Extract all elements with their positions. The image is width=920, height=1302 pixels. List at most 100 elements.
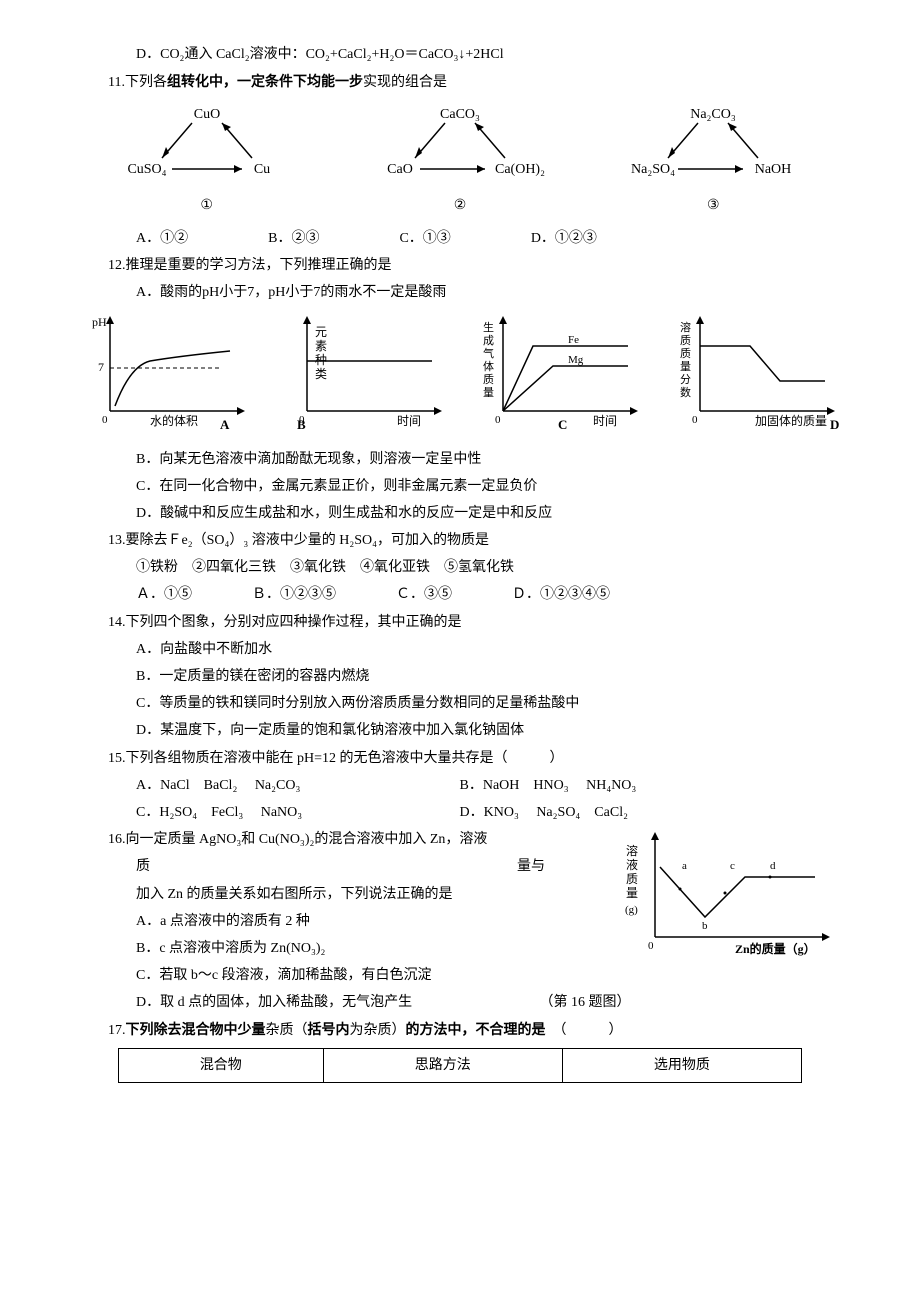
- svg-text:a: a: [682, 860, 687, 872]
- q16-caption: （第 16 题图）: [540, 995, 631, 1010]
- q12-d: D．酸碱中和反应生成盐和水，则生成盐和水的反应一定是中和反应: [80, 501, 840, 526]
- svg-text:b: b: [702, 920, 708, 932]
- q13-stem: 13.要除去Ｆe₂（SO₄）₃ 溶液中少量的 H₂SO₄，可加入的物质是: [80, 528, 840, 553]
- svg-text:质: 质: [626, 872, 638, 886]
- q14-d: D．某温度下，向一定质量的饱和氯化钠溶液中加入氯化钠固体: [80, 718, 840, 743]
- graph-c: 生 成 气 体 质 量 Fe Mg 0 时间 C: [473, 311, 643, 440]
- q15-row2: C．H₂SO₄ FeCl₃ NaNO₃ D．KNO₃ Na₂SO₄ CaCl₂: [80, 800, 840, 825]
- graph-a: pH 7 0 水的体积 A: [80, 311, 250, 440]
- svg-text:Na₂CO₃: Na₂CO₃: [691, 107, 737, 122]
- svg-text:CaCO₃: CaCO₃: [440, 107, 480, 122]
- q16-drow: D．取 d 点的固体，加入稀盐酸，无气泡产生 （第 16 题图）: [80, 990, 840, 1015]
- svg-text:素: 素: [315, 339, 327, 353]
- svg-text:0: 0: [692, 414, 698, 426]
- svg-text:d: d: [770, 860, 776, 872]
- q15-stem: 15.下列各组物质在溶液中能在 pH=12 的无色溶液中大量共存是（ ）: [80, 746, 840, 771]
- svg-text:水的体积: 水的体积: [150, 413, 198, 428]
- svg-text:质: 质: [680, 347, 691, 360]
- svg-text:0: 0: [495, 414, 501, 426]
- q17-table: 混合物 思路方法 选用物质: [118, 1048, 802, 1083]
- svg-text:7: 7: [98, 360, 104, 374]
- svg-text:成: 成: [483, 334, 494, 347]
- triangle-1: CuO CuSO₄ Cu ①: [107, 103, 307, 217]
- q17-b1: 下列除去混合物中少量: [126, 1021, 266, 1037]
- q11-triangles: CuO CuSO₄ Cu ① CaCO₃ CaO Ca(OH)₂ ②: [80, 103, 840, 217]
- q13-opt-b: Ｂ．①②③⑤: [252, 582, 336, 607]
- tri3-num: ③: [613, 193, 813, 218]
- svg-text:Na₂SO₄: Na₂SO₄: [631, 162, 675, 177]
- q12-a: A．酸雨的pH小于7，pH小于7的雨水不一定是酸雨: [80, 280, 840, 305]
- tri1-top: CuO: [193, 107, 219, 122]
- svg-text:分: 分: [680, 373, 691, 386]
- q15-opt-d: D．KNO₃ Na₂SO₄ CaCl₂: [460, 805, 628, 820]
- q12-graphs: pH 7 0 水的体积 A 元 素 种 类 0 时间 B: [80, 311, 840, 440]
- svg-text:0: 0: [102, 414, 108, 426]
- q15-opt-b: B．NaOH HNO₃ NH₄NO₃: [460, 778, 637, 793]
- tri1-right: Cu: [253, 162, 269, 177]
- svg-text:Zn的质量（g）: Zn的质量（g）: [735, 941, 816, 956]
- q17-b2: 括号内: [308, 1021, 350, 1037]
- svg-text:CaO: CaO: [387, 162, 413, 177]
- triangle-3: Na₂CO₃ Na₂SO₄ NaOH ③: [613, 103, 813, 217]
- q13-opt-c: Ｃ．③⑤: [396, 582, 452, 607]
- svg-text:Fe: Fe: [568, 334, 579, 346]
- tri1-left: CuSO₄: [127, 162, 166, 177]
- svg-text:A: A: [220, 417, 230, 431]
- q11-opt-c: C．①③: [399, 226, 450, 251]
- q13-options: Ａ．①⑤ Ｂ．①②③⑤ Ｃ．③⑤ Ｄ．①②③④⑤: [80, 582, 840, 607]
- svg-text:元: 元: [315, 325, 327, 339]
- svg-text:溶: 溶: [626, 843, 638, 858]
- q16-graph: 溶 液 质 量 (g) a b c d 0 Zn的质量（g）: [620, 827, 840, 976]
- q16-d: D．取 d 点的固体，加入稀盐酸，无气泡产生: [136, 990, 536, 1015]
- q17-stem: 17.下列除去混合物中少量杂质（括号内为杂质）的方法中，不合理的是 （ ）: [80, 1017, 840, 1043]
- q15-opt-a: A．NaCl BaCl₂ Na₂CO₃: [136, 773, 456, 798]
- svg-text:(g): (g): [625, 904, 638, 916]
- q17-mid2: 为杂质）: [350, 1023, 406, 1038]
- graph-b: 元 素 种 类 0 时间 B: [277, 311, 447, 440]
- svg-text:D: D: [830, 417, 839, 431]
- q16-l2b: 量与: [517, 859, 545, 874]
- svg-text:c: c: [730, 860, 735, 872]
- svg-text:C: C: [558, 417, 567, 431]
- q17-b3: 的方法中，不合理的是: [406, 1021, 546, 1037]
- svg-text:质: 质: [483, 373, 494, 386]
- q11-stem-bold: 组转化中，一定条件下均能一步: [167, 73, 363, 89]
- triangle-2: CaCO₃ CaO Ca(OH)₂ ②: [360, 103, 560, 217]
- q12-c: C．在同一化合物中，金属元素显正价，则非金属元素一定显负价: [80, 474, 840, 499]
- q11-opt-d: D．①②③: [531, 226, 597, 251]
- q11-stem: 11.下列各组转化中，一定条件下均能一步实现的组合是: [80, 69, 840, 95]
- q17-th3: 选用物质: [562, 1048, 801, 1082]
- svg-text:数: 数: [680, 386, 691, 399]
- svg-text:量: 量: [626, 886, 638, 900]
- q15-opt-c: C．H₂SO₄ FeCl₃ NaNO₃: [136, 800, 456, 825]
- q15-row1: A．NaCl BaCl₂ Na₂CO₃ B．NaOH HNO₃ NH₄NO₃: [80, 773, 840, 798]
- q11-options: A．①② B．②③ C．①③ D．①②③: [80, 226, 840, 251]
- q11-opt-a: A．①②: [136, 226, 188, 251]
- q12-b: B．向某无色溶液中滴加酚酞无现象，则溶液一定呈中性: [80, 447, 840, 472]
- graph-d: 溶 质 质 量 分 数 0 加固体的质量 D: [670, 311, 840, 440]
- q13-opt-a: Ａ．①⑤: [136, 582, 192, 607]
- svg-text:NaOH: NaOH: [755, 162, 792, 177]
- svg-text:量: 量: [483, 386, 494, 399]
- svg-text:pH: pH: [92, 315, 107, 329]
- svg-text:体: 体: [483, 359, 494, 373]
- q14-a: A．向盐酸中不断加水: [80, 637, 840, 662]
- svg-text:气: 气: [483, 346, 494, 360]
- svg-text:Ca(OH)₂: Ca(OH)₂: [495, 162, 545, 177]
- svg-text:时间: 时间: [593, 414, 617, 428]
- svg-text:质: 质: [680, 334, 691, 347]
- svg-text:Mg: Mg: [568, 354, 584, 366]
- q14-c: C．等质量的铁和镁同时分别放入两份溶质质量分数相同的足量稀盐酸中: [80, 691, 840, 716]
- svg-text:0: 0: [648, 940, 654, 952]
- svg-text:类: 类: [315, 367, 327, 381]
- svg-text:液: 液: [626, 857, 638, 872]
- svg-text:B: B: [297, 417, 306, 431]
- q16-l2a: 质: [136, 859, 150, 874]
- svg-text:生: 生: [483, 320, 494, 334]
- q17-pre: 17.: [108, 1023, 126, 1038]
- tri1-num: ①: [107, 193, 307, 218]
- q17-th2: 思路方法: [323, 1048, 562, 1082]
- svg-text:时间: 时间: [397, 414, 421, 428]
- svg-text:加固体的质量: 加固体的质量: [755, 413, 827, 428]
- q10-option-d: D．CO₂通入 CaCl₂溶液中：CO₂+CaCl₂+H₂O＝CaCO₃↓+2H…: [80, 42, 840, 67]
